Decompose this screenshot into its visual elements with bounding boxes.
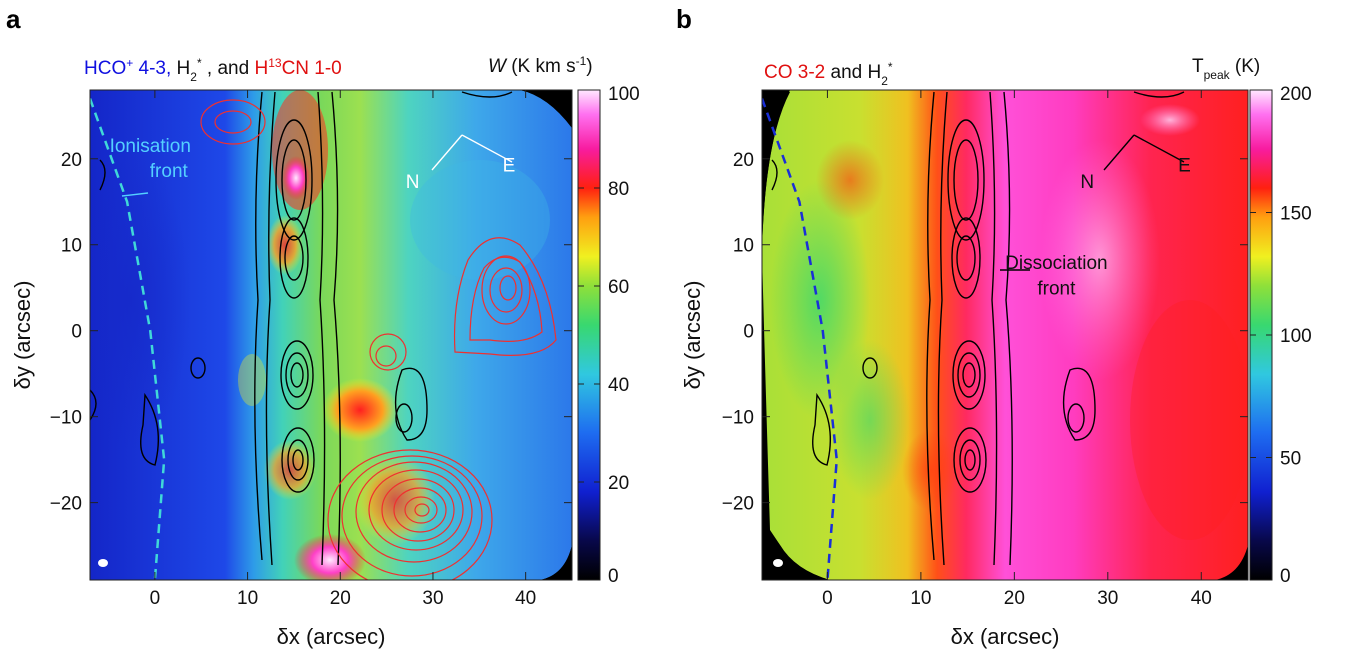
- panel-a-beam: [98, 559, 108, 567]
- panel-a-heatmap: [90, 90, 572, 580]
- annotation-label: front: [1037, 279, 1076, 300]
- panel-b-colorbar-title: Tpeak (K): [1192, 56, 1260, 82]
- y-tick-label: −10: [722, 408, 754, 429]
- panel-a-colorbar: [577, 89, 601, 581]
- colorbar-tick-label: 0: [608, 566, 619, 587]
- panel-a-ylabel: δy (arcsec): [10, 281, 35, 390]
- colorbar-tick-label: 80: [608, 179, 629, 200]
- panel-a-colorbar-title: W (K km s-1): [488, 54, 593, 77]
- panel-a-compass: [431, 134, 513, 171]
- panel-a-corner: [540, 545, 572, 580]
- x-tick-label: 30: [1097, 588, 1118, 609]
- y-tick-label: −20: [722, 494, 754, 515]
- annotation-label: front: [150, 161, 189, 182]
- y-tick-label: 20: [61, 150, 82, 171]
- colorbar-tick-label: 150: [1280, 204, 1312, 225]
- panel-a-title: HCO+ 4-3, H2* , and H13CN 1-0: [84, 56, 342, 84]
- panel-b-beam: [773, 559, 783, 567]
- colorbar-tick-label: 40: [608, 375, 629, 396]
- panel-a: a HCO+ 4-3, H2* , and H13CN 1-0 W (K km …: [6, 4, 640, 649]
- x-tick-label: 10: [237, 588, 258, 609]
- panel-b-front-line: [762, 98, 839, 580]
- panel-b-h2-contours: [771, 91, 1185, 566]
- x-tick-label: 40: [515, 588, 536, 609]
- colorbar-tick-label: 50: [1280, 449, 1301, 470]
- colorbar-tick-label: 20: [608, 473, 629, 494]
- panel-a-h13cn-contours: [200, 99, 557, 580]
- panel-a-frame: [89, 89, 573, 581]
- x-tick-label: 40: [1191, 588, 1212, 609]
- colorbar-tick-label: 200: [1280, 84, 1312, 105]
- panel-b-compass: [1103, 134, 1185, 171]
- panel-a-letter: a: [6, 4, 21, 34]
- y-tick-label: −10: [50, 408, 82, 429]
- colorbar-tick-label: 100: [1280, 326, 1312, 347]
- panel-a-ionisation-front-line: [90, 98, 166, 580]
- y-tick-label: 10: [733, 236, 754, 257]
- panel-b-xlabel: δx (arcsec): [951, 624, 1060, 649]
- panel-a-h2-contours: [90, 91, 513, 566]
- panel-b: b CO 3-2 and H2* Tpeak (K): [676, 4, 1312, 649]
- x-tick-label: 0: [150, 588, 161, 609]
- annotation-label: Dissociation: [1005, 253, 1107, 274]
- panel-b-frame: [761, 89, 1249, 581]
- x-tick-label: 0: [822, 588, 833, 609]
- annotation-label: Ionisation: [110, 136, 191, 157]
- colorbar-tick-label: 100: [608, 84, 640, 105]
- y-tick-label: 0: [743, 322, 754, 343]
- panel-b-heatmap: [762, 90, 1248, 580]
- y-tick-label: 0: [71, 322, 82, 343]
- panel-b-title: CO 3-2 and H2*: [764, 60, 893, 88]
- annotation-label: N: [406, 172, 420, 193]
- x-tick-label: 10: [910, 588, 931, 609]
- panel-a-front-pointer: [121, 192, 149, 197]
- annotation-label: N: [1080, 172, 1094, 193]
- panel-b-letter: b: [676, 4, 692, 34]
- colorbar-tick-label: 60: [608, 277, 629, 298]
- annotation-label: E: [1178, 156, 1191, 177]
- x-tick-label: 30: [422, 588, 443, 609]
- x-tick-label: 20: [1004, 588, 1025, 609]
- panel-a-corner: [520, 90, 572, 128]
- annotation-label: E: [503, 156, 516, 177]
- panel-b-ylabel: δy (arcsec): [680, 281, 705, 390]
- y-tick-label: −20: [50, 494, 82, 515]
- y-tick-label: 20: [733, 150, 754, 171]
- panel-b-corner: [762, 90, 790, 250]
- panel-a-xlabel: δx (arcsec): [277, 624, 386, 649]
- colorbar-tick-label: 0: [1280, 566, 1291, 587]
- y-tick-label: 10: [61, 236, 82, 257]
- x-tick-label: 20: [330, 588, 351, 609]
